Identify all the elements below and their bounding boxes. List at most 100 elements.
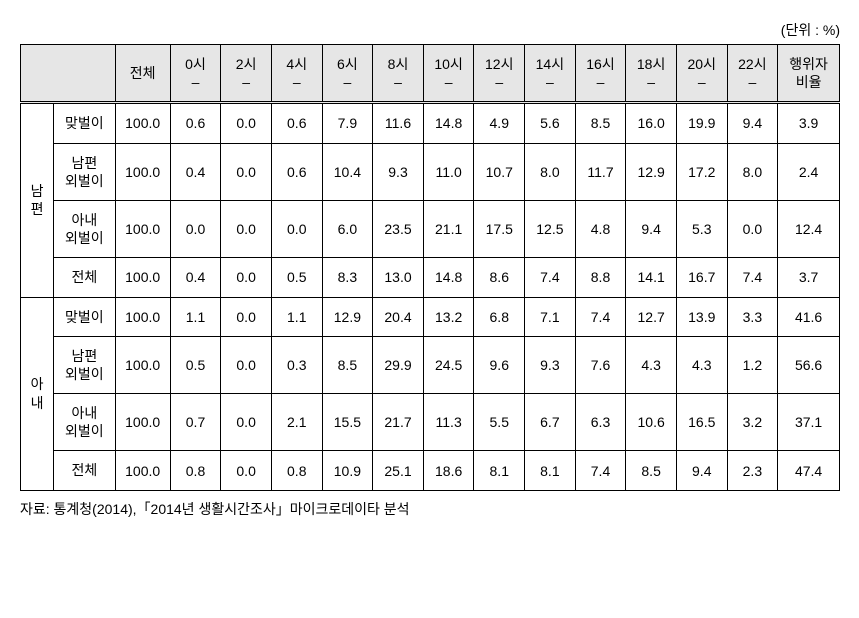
header-time-6: 6시– [322, 45, 373, 103]
cell: 6.0 [322, 200, 373, 257]
table-row: 아내맞벌이100.01.10.01.112.920.413.26.87.17.4… [21, 297, 840, 336]
header-time-8: 8시– [373, 45, 424, 103]
cell: 11.6 [373, 103, 424, 143]
header-blank [21, 45, 116, 103]
header-time-4: 4시– [271, 45, 322, 103]
cell: 5.5 [474, 394, 525, 451]
cell: 100.0 [115, 200, 170, 257]
cell: 4.8 [575, 200, 626, 257]
cell: 0.8 [170, 451, 221, 490]
cell: 0.0 [221, 297, 272, 336]
table-row: 아내외벌이100.00.00.00.06.023.521.117.512.54.… [21, 200, 840, 257]
cell: 0.7 [170, 394, 221, 451]
header-time-0: 0시– [170, 45, 221, 103]
cell: 100.0 [115, 451, 170, 490]
cell: 25.1 [373, 451, 424, 490]
cell: 47.4 [778, 451, 840, 490]
cell: 7.1 [525, 297, 576, 336]
cell: 9.4 [626, 200, 677, 257]
cell: 7.4 [727, 258, 778, 297]
cell: 0.0 [221, 103, 272, 143]
cell: 56.6 [778, 336, 840, 393]
cell: 10.4 [322, 143, 373, 200]
header-time-22: 22시– [727, 45, 778, 103]
cell: 3.3 [727, 297, 778, 336]
header-time-2: 2시– [221, 45, 272, 103]
cell: 4.9 [474, 103, 525, 143]
cell: 7.4 [575, 297, 626, 336]
cell: 100.0 [115, 103, 170, 143]
cell: 8.3 [322, 258, 373, 297]
cell: 9.3 [373, 143, 424, 200]
cell: 0.0 [221, 200, 272, 257]
cell: 8.5 [575, 103, 626, 143]
cell: 0.4 [170, 258, 221, 297]
cell: 0.0 [727, 200, 778, 257]
cell: 0.4 [170, 143, 221, 200]
subrow-label: 남편외벌이 [54, 143, 116, 200]
subrow-label: 맞벌이 [54, 103, 116, 143]
cell: 8.1 [474, 451, 525, 490]
cell: 0.0 [221, 451, 272, 490]
header-time-20: 20시– [676, 45, 727, 103]
cell: 37.1 [778, 394, 840, 451]
table-row: 남편맞벌이100.00.60.00.67.911.614.84.95.68.51… [21, 103, 840, 143]
cell: 21.7 [373, 394, 424, 451]
cell: 29.9 [373, 336, 424, 393]
cell: 16.5 [676, 394, 727, 451]
subrow-label: 남편외벌이 [54, 336, 116, 393]
data-table: 전체 0시– 2시– 4시– 6시– 8시– 10시– 12시– 14시– 16… [20, 44, 840, 491]
cell: 3.9 [778, 103, 840, 143]
cell: 23.5 [373, 200, 424, 257]
cell: 11.7 [575, 143, 626, 200]
cell: 7.9 [322, 103, 373, 143]
cell: 8.1 [525, 451, 576, 490]
cell: 1.1 [170, 297, 221, 336]
cell: 6.3 [575, 394, 626, 451]
cell: 1.1 [271, 297, 322, 336]
cell: 12.9 [626, 143, 677, 200]
header-time-18: 18시– [626, 45, 677, 103]
cell: 100.0 [115, 336, 170, 393]
table-row: 아내외벌이100.00.70.02.115.521.711.35.56.76.3… [21, 394, 840, 451]
cell: 9.6 [474, 336, 525, 393]
cell: 4.3 [626, 336, 677, 393]
cell: 0.8 [271, 451, 322, 490]
cell: 0.0 [221, 394, 272, 451]
cell: 0.5 [271, 258, 322, 297]
cell: 100.0 [115, 394, 170, 451]
cell: 3.7 [778, 258, 840, 297]
cell: 9.4 [727, 103, 778, 143]
cell: 14.1 [626, 258, 677, 297]
subrow-label: 전체 [54, 451, 116, 490]
cell: 0.0 [271, 200, 322, 257]
cell: 8.5 [322, 336, 373, 393]
header-time-12: 12시– [474, 45, 525, 103]
cell: 12.7 [626, 297, 677, 336]
cell: 21.1 [423, 200, 474, 257]
cell: 2.3 [727, 451, 778, 490]
header-total: 전체 [115, 45, 170, 103]
cell: 18.6 [423, 451, 474, 490]
row-group-label: 아내 [21, 297, 54, 490]
cell: 10.7 [474, 143, 525, 200]
cell: 8.8 [575, 258, 626, 297]
cell: 6.7 [525, 394, 576, 451]
cell: 1.2 [727, 336, 778, 393]
cell: 17.2 [676, 143, 727, 200]
cell: 13.2 [423, 297, 474, 336]
cell: 14.8 [423, 258, 474, 297]
cell: 100.0 [115, 258, 170, 297]
cell: 10.9 [322, 451, 373, 490]
cell: 20.4 [373, 297, 424, 336]
cell: 15.5 [322, 394, 373, 451]
cell: 17.5 [474, 200, 525, 257]
cell: 12.9 [322, 297, 373, 336]
source-note: 자료: 통계청(2014),「2014년 생활시간조사」마이크로데이타 분석 [20, 499, 840, 519]
table-row: 전체100.00.40.00.58.313.014.88.67.48.814.1… [21, 258, 840, 297]
cell: 16.0 [626, 103, 677, 143]
table-row: 남편외벌이100.00.50.00.38.529.924.59.69.37.64… [21, 336, 840, 393]
cell: 7.4 [525, 258, 576, 297]
cell: 13.0 [373, 258, 424, 297]
table-row: 남편외벌이100.00.40.00.610.49.311.010.78.011.… [21, 143, 840, 200]
